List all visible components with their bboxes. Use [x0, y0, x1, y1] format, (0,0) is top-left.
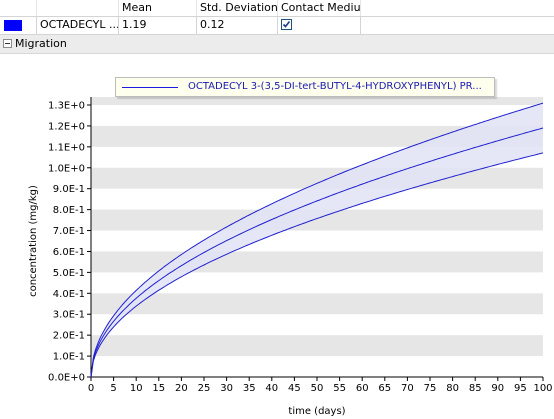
parameter-table: Mean Std. Deviation Contact Medium OCTAD… [0, 0, 554, 35]
grid-band [91, 293, 543, 315]
x-tick-label: 20 [175, 383, 188, 394]
x-tick-label: 45 [288, 383, 301, 394]
confidence-band [91, 103, 543, 377]
header-color[interactable] [0, 0, 37, 16]
lower-bound-line [90, 152, 544, 378]
x-tick-label: 70 [401, 383, 414, 394]
x-tick-label: 80 [446, 383, 459, 394]
y-tick-label: 1.2E+0 [48, 121, 85, 132]
x-tick-label: 5 [110, 383, 116, 394]
y-tick-label: 6.0E-1 [53, 247, 85, 258]
x-tick-label: 85 [469, 383, 482, 394]
chart-legend[interactable]: OCTADECYL 3-(3,5-DI-tert-BUTYL-4-HYDROXY… [115, 77, 495, 97]
header-std-deviation[interactable]: Std. Deviation [197, 0, 278, 16]
grid-band [91, 97, 543, 105]
y-tick-label: 4.0E-1 [53, 289, 85, 300]
y-tick-label: 0.0E+0 [48, 373, 85, 384]
x-tick-label: 0 [88, 383, 94, 394]
substance-name-cell[interactable]: OCTADECYL ... [37, 16, 119, 34]
y-axis-ticks: 0.0E+0 1.0E-1 2.0E-1 3.0E-1 4.0E-1 5.0E-1 6.0E… [48, 101, 91, 384]
grid-band [91, 335, 543, 357]
x-tick-label: 30 [220, 383, 233, 394]
y-tick-label: 9.0E-1 [53, 184, 85, 195]
header-name[interactable] [37, 0, 119, 16]
color-cell[interactable] [0, 16, 37, 34]
x-tick-label: 35 [243, 383, 256, 394]
header-mean[interactable]: Mean [119, 0, 197, 16]
x-tick-label: 100 [533, 383, 552, 394]
y-tick-label: 3.0E-1 [53, 310, 85, 321]
x-tick-label: 15 [152, 383, 165, 394]
checkmark-icon [282, 21, 291, 28]
y-tick-label: 1.1E+0 [48, 142, 85, 153]
x-axis-label: time (days) [288, 406, 345, 417]
x-tick-label: 50 [311, 383, 324, 394]
collapse-minus-icon[interactable] [3, 39, 12, 48]
x-tick-label: 60 [356, 383, 369, 394]
x-tick-label: 55 [333, 383, 346, 394]
contact-medium-checkbox[interactable] [281, 19, 292, 30]
x-tick-label: 75 [424, 383, 437, 394]
x-axis-ticks: 0 5 10 15 20 25 30 35 40 45 50 55 60 65 70 75 80 85 90 95 10… [88, 377, 553, 394]
contact-medium-cell[interactable] [278, 16, 361, 34]
y-tick-label: 2.0E-1 [53, 331, 85, 342]
x-tick-label: 95 [514, 383, 527, 394]
std-deviation-cell[interactable]: 0.12 [197, 16, 278, 34]
migration-chart: 0.0E+0 1.0E-1 2.0E-1 3.0E-1 4.0E-1 5.0E-1 6.0E… [28, 97, 553, 417]
y-tick-label: 1.0E-1 [53, 352, 85, 363]
y-tick-label: 8.0E-1 [53, 205, 85, 216]
x-tick-label: 40 [265, 383, 278, 394]
x-tick-label: 10 [130, 383, 143, 394]
section-title: Migration [15, 37, 67, 50]
x-tick-label: 25 [198, 383, 211, 394]
grid-band [91, 251, 543, 273]
table-row[interactable]: OCTADECYL ... 1.19 0.12 [0, 16, 554, 35]
migration-section-header[interactable]: Migration [0, 35, 554, 54]
legend-label: OCTADECYL 3-(3,5-DI-tert-BUTYL-4-HYDROXY… [188, 81, 482, 92]
y-tick-label: 7.0E-1 [53, 226, 85, 237]
y-axis-label: concentration (mg/kg) [28, 185, 39, 297]
y-tick-label: 5.0E-1 [53, 268, 85, 279]
series-lines [90, 102, 544, 378]
y-tick-label: 1.0E+0 [48, 163, 85, 174]
table-header-row: Mean Std. Deviation Contact Medium [0, 0, 554, 17]
x-tick-label: 65 [378, 383, 391, 394]
x-tick-label: 90 [491, 383, 504, 394]
mean-line [90, 127, 544, 378]
grid-band [91, 209, 543, 231]
y-tick-label: 1.3E+0 [48, 101, 85, 112]
upper-bound-line [90, 102, 544, 378]
header-contact-medium[interactable]: Contact Medium [278, 0, 361, 16]
series-color-swatch[interactable] [4, 20, 22, 31]
legend-line-swatch [122, 87, 178, 88]
mean-cell[interactable]: 1.19 [119, 16, 197, 34]
